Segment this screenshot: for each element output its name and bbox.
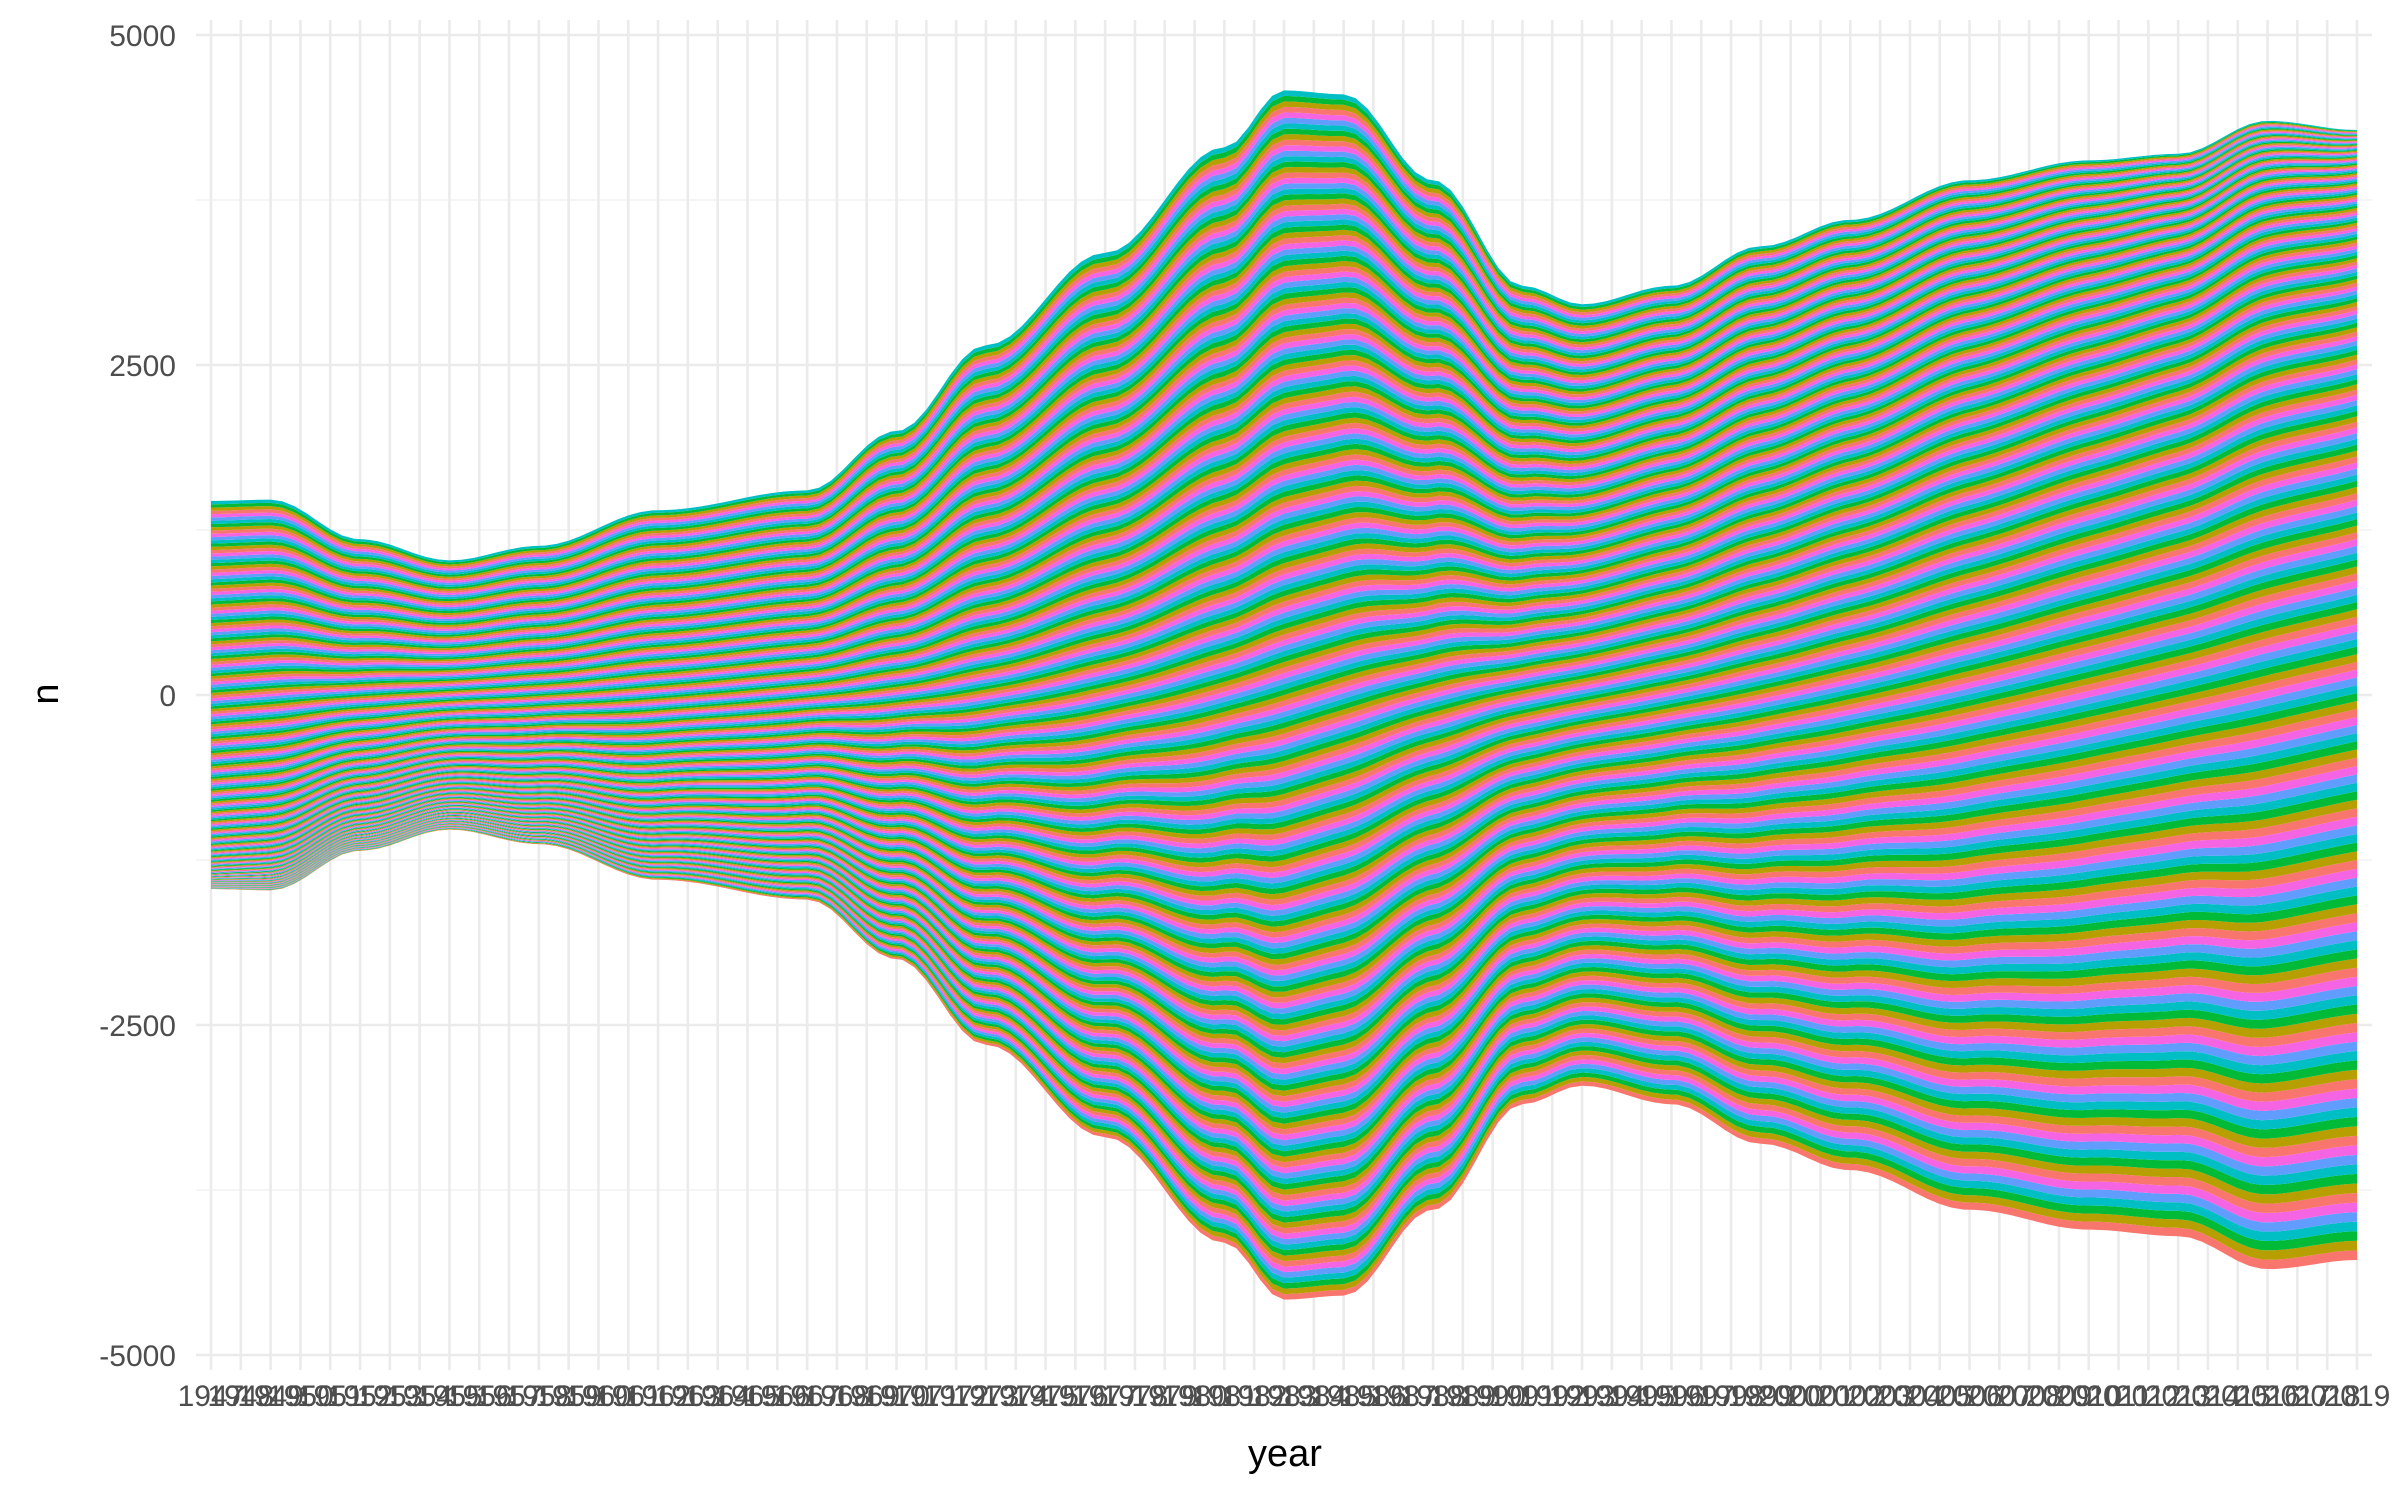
stream-band	[211, 685, 2357, 954]
x-tick-label: 2018	[2294, 1380, 2361, 1413]
x-tick-label: 1981	[1191, 1380, 1258, 1413]
x-tick-label: 1975	[1012, 1380, 1079, 1413]
x-tick-label: 1960	[565, 1380, 632, 1413]
x-axis-title: year	[1248, 1433, 1322, 1475]
x-tick-label: 2009	[2026, 1380, 2093, 1413]
x-tick-label: 2001	[1787, 1380, 1854, 1413]
x-tick-label: 1957	[476, 1380, 543, 1413]
x-tick-label: 2002	[1817, 1380, 1884, 1413]
stream-band	[211, 814, 2357, 1119]
x-tick-label: 1984	[1280, 1380, 1347, 1413]
x-axis-tick-labels: 1947194819491950195119521953195419551956…	[178, 1380, 2391, 1413]
x-tick-label: 1998	[1698, 1380, 1765, 1413]
y-tick-label: 0	[159, 680, 176, 713]
x-tick-label: 1959	[535, 1380, 602, 1413]
stream-band	[211, 222, 2357, 712]
x-tick-label: 2004	[1877, 1380, 1944, 1413]
x-tick-label: 1958	[505, 1380, 572, 1413]
x-tick-label: 1974	[982, 1380, 1049, 1413]
x-tick-label: 1995	[1608, 1380, 1675, 1413]
stream-layers	[211, 90, 2357, 1300]
x-tick-label: 2005	[1906, 1380, 1973, 1413]
x-tick-label: 1956	[446, 1380, 513, 1413]
x-tick-label: 1971	[893, 1380, 960, 1413]
stream-band	[211, 147, 2357, 612]
stream-band	[211, 144, 2357, 606]
x-tick-label: 1994	[1578, 1380, 1645, 1413]
x-tick-label: 1963	[655, 1380, 722, 1413]
y-tick-label: -2500	[99, 1010, 176, 1043]
x-tick-label: 1950	[267, 1380, 334, 1413]
x-tick-label: 1970	[863, 1380, 930, 1413]
stream-band	[211, 146, 2357, 610]
x-tick-label: 1968	[804, 1380, 871, 1413]
y-axis-tick-labels: 5000 2500 0 -2500 -5000	[99, 20, 176, 1373]
x-tick-label: 1982	[1221, 1380, 1288, 1413]
x-tick-label: 2016	[2234, 1380, 2301, 1413]
x-tick-label: 1996	[1638, 1380, 1705, 1413]
x-tick-label: 1964	[684, 1380, 751, 1413]
y-tick-label: 2500	[109, 350, 176, 383]
x-tick-label: 2015	[2204, 1380, 2271, 1413]
y-axis-title: n	[25, 683, 67, 704]
x-tick-label: 1954	[386, 1380, 453, 1413]
x-tick-label: 1986	[1340, 1380, 1407, 1413]
x-tick-label: 1953	[356, 1380, 423, 1413]
x-tick-label: 1977	[1072, 1380, 1139, 1413]
x-tick-label: 1997	[1668, 1380, 1735, 1413]
y-tick-label: 5000	[109, 20, 176, 53]
x-tick-label: 2007	[1966, 1380, 2033, 1413]
x-tick-label: 2013	[2145, 1380, 2212, 1413]
x-tick-label: 2008	[1996, 1380, 2063, 1413]
x-tick-label: 1967	[774, 1380, 841, 1413]
x-tick-label: 1961	[595, 1380, 662, 1413]
y-tick-label: -5000	[99, 1340, 176, 1373]
x-tick-label: 1972	[923, 1380, 990, 1413]
x-tick-label: 2011	[2086, 1380, 2151, 1413]
x-tick-label: 1992	[1519, 1380, 1586, 1413]
stream-band	[211, 814, 2357, 1113]
x-tick-label: 1951	[297, 1380, 364, 1413]
x-tick-label: 1987	[1370, 1380, 1437, 1413]
x-tick-label: 1999	[1728, 1380, 1795, 1413]
x-tick-label: 1976	[1042, 1380, 1109, 1413]
x-tick-label: 1955	[416, 1380, 483, 1413]
stream-band	[211, 145, 2357, 608]
x-tick-label: 1979	[1131, 1380, 1198, 1413]
x-tick-label: 1985	[1310, 1380, 1377, 1413]
stream-band	[211, 421, 2357, 816]
x-tick-label: 1990	[1459, 1380, 1526, 1413]
x-tick-label: 2010	[2055, 1380, 2122, 1413]
x-tick-label: 1969	[833, 1380, 900, 1413]
x-tick-label: 1978	[1102, 1380, 1169, 1413]
x-tick-label: 2019	[2324, 1380, 2391, 1413]
x-tick-label: 1947	[178, 1380, 245, 1413]
x-tick-label: 1973	[953, 1380, 1020, 1413]
x-tick-label: 2006	[1936, 1380, 2003, 1413]
x-tick-label: 1949	[237, 1380, 304, 1413]
x-tick-label: 1952	[327, 1380, 394, 1413]
x-tick-label: 1966	[744, 1380, 811, 1413]
x-tick-label: 1962	[625, 1380, 692, 1413]
stream-band	[211, 152, 2357, 619]
x-tick-label: 2003	[1847, 1380, 1914, 1413]
x-tick-label: 1988	[1400, 1380, 1467, 1413]
x-tick-label: 2012	[2115, 1380, 2182, 1413]
x-tick-label: 1983	[1251, 1380, 1318, 1413]
x-tick-label: 2000	[1757, 1380, 1824, 1413]
x-tick-label: 1993	[1549, 1380, 1616, 1413]
stream-band	[211, 354, 2357, 793]
stream-band	[211, 225, 2357, 715]
x-tick-label: 1991	[1489, 1380, 1556, 1413]
x-tick-label: 2014	[2175, 1380, 2242, 1413]
x-tick-label: 1989	[1429, 1380, 1496, 1413]
x-tick-label: 2017	[2264, 1380, 2331, 1413]
x-tick-label: 1948	[207, 1380, 274, 1413]
x-tick-label: 1965	[714, 1380, 781, 1413]
x-tick-label: 1980	[1161, 1380, 1228, 1413]
